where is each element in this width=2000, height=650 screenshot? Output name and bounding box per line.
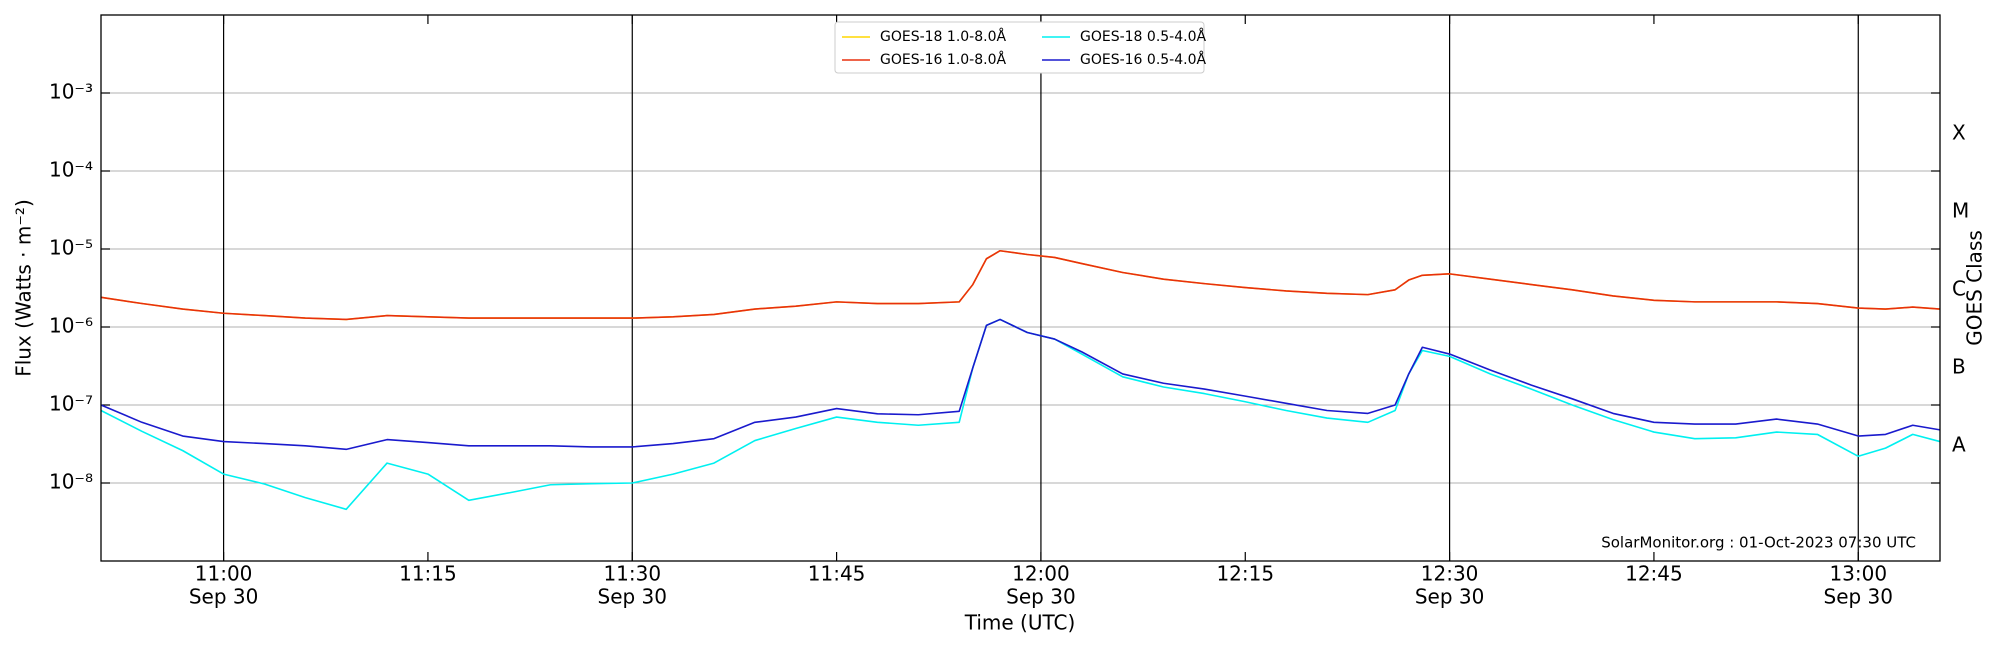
y2-tick-label: X [1952,120,1966,144]
series-line [100,318,1941,511]
x-tick-label: 12:00 [1012,562,1070,586]
y-tick-label: 10⁻⁸ [49,470,93,494]
x-tick-label: Sep 30 [1824,585,1894,609]
y-tick-label: 10⁻³ [49,80,93,104]
y2-tick-label: C [1952,276,1966,300]
x-tick-label: 12:45 [1625,562,1683,586]
y2-axis-label: GOES Class [1963,230,1987,346]
plot-frame [100,14,1941,562]
x-tick-label: Sep 30 [598,585,668,609]
y2-tick-label: M [1952,198,1969,222]
legend: GOES-18 1.0-8.0Å GOES-16 1.0-8.0Å GOES-18 … [834,21,1206,74]
x-tick-label: 12:30 [1421,562,1479,586]
x-tick-label: 11:45 [808,562,866,586]
x-tick-label: Sep 30 [1415,585,1485,609]
y-tick-label: 10⁻⁴ [49,158,93,182]
x-tick-label: 13:00 [1829,562,1887,586]
x-axis-label: Time (UTC) [964,611,1076,635]
legend-box [834,21,1205,74]
x-tick-label: 11:30 [603,562,661,586]
x-tick-label: Sep 30 [1006,585,1076,609]
y2-tick-label: A [1952,432,1966,456]
footnote: SolarMonitor.org : 01-Oct-2023 07:30 UTC [1601,534,1916,552]
legend-label: GOES-18 0.5-4.0Å [1080,28,1206,45]
legend-label: GOES-16 1.0-8.0Å [880,51,1006,68]
x-tick-label: 11:00 [195,562,253,586]
x-tick-label: 11:15 [399,562,457,586]
y2-tick-label: B [1952,354,1966,378]
series-line [100,249,1941,321]
y-tick-label: 10⁻⁶ [49,314,93,338]
y-axis-label: Flux (Watts · m⁻²) [12,199,36,377]
y-tick-label: 10⁻⁵ [49,236,93,260]
series-line [100,318,1941,451]
legend-label: GOES-18 1.0-8.0Å [880,28,1006,45]
legend-label: GOES-16 0.5-4.0Å [1080,51,1206,68]
x-tick-label: 12:15 [1216,562,1274,586]
x-tick-label: Sep 30 [189,585,259,609]
series-line [100,249,1941,321]
y-tick-label: 10⁻⁷ [49,392,93,416]
